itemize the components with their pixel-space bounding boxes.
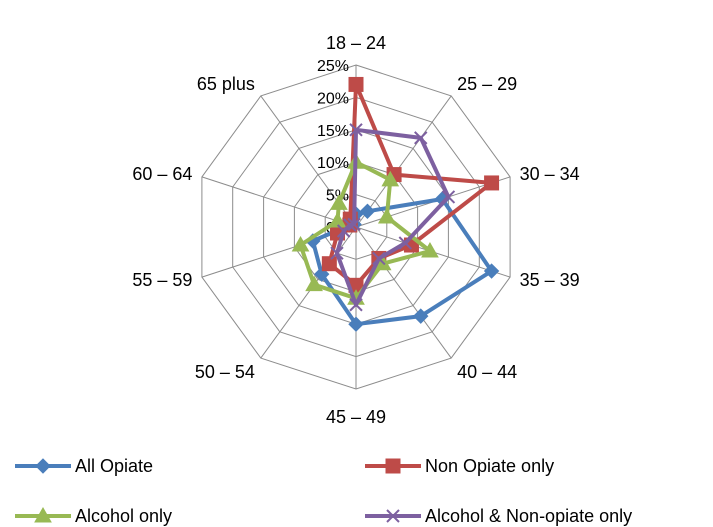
data-point	[484, 175, 500, 191]
legend-label: Alcohol & Non-opiate only	[425, 506, 632, 526]
category-label: 25 – 29	[457, 74, 517, 94]
data-point	[349, 298, 363, 312]
data-point	[347, 217, 361, 232]
data-point	[305, 275, 323, 292]
data-point	[291, 236, 310, 252]
category-label: 18 – 24	[326, 33, 386, 53]
legend-label: All Opiate	[75, 456, 153, 476]
data-point	[343, 218, 357, 232]
data-point	[483, 263, 500, 279]
legend-label: Alcohol only	[75, 506, 172, 526]
category-label: 45 – 49	[326, 407, 386, 427]
series-layer	[291, 76, 500, 332]
data-point	[359, 203, 376, 219]
tick-label: 25%	[317, 58, 349, 75]
tick-label: 20%	[317, 90, 349, 107]
spoke-4	[355, 226, 452, 359]
data-point	[421, 242, 439, 258]
category-label: 35 – 39	[520, 270, 580, 290]
data-point	[348, 76, 364, 92]
data-point	[377, 207, 396, 224]
category-label: 60 – 64	[132, 164, 192, 184]
tick-label: 10%	[317, 155, 349, 172]
data-point	[330, 246, 344, 260]
category-label: 65 plus	[197, 74, 255, 94]
category-label: 55 – 59	[132, 270, 192, 290]
data-point	[329, 194, 348, 210]
data-point	[348, 316, 364, 332]
legend-item-all-opiate: All Opiate	[15, 456, 153, 476]
legend-item-non-opiate-only: Non Opiate only	[365, 456, 554, 476]
spoke-1	[355, 95, 452, 228]
category-label: 40 – 44	[457, 362, 517, 382]
data-point	[398, 236, 413, 250]
category-label: 30 – 34	[520, 164, 580, 184]
category-label: 50 – 54	[195, 362, 255, 382]
data-point	[441, 190, 456, 204]
data-point	[321, 256, 337, 272]
tick-label: 15%	[317, 123, 349, 140]
legend-marker	[386, 509, 400, 523]
legend-marker	[34, 506, 52, 523]
legend: All Opiate Non Opiate only Alcohol only Alc…	[15, 456, 632, 526]
data-point	[414, 131, 428, 145]
legend-item-alcohol-only: Alcohol only	[15, 506, 172, 526]
legend-item-alcohol-non-opiate-only: Alcohol & Non-opiate only	[365, 506, 632, 526]
series-non-opiate-only	[321, 76, 500, 293]
data-point	[413, 308, 429, 324]
series-alcohol-non-opiate-only	[330, 123, 456, 312]
data-point	[328, 211, 347, 228]
data-point	[381, 170, 400, 187]
legend-label: Non Opiate only	[425, 456, 554, 476]
legend-marker	[35, 458, 51, 474]
data-point	[372, 251, 386, 266]
data-point	[349, 123, 363, 137]
category-labels: 18 – 24 25 – 29 30 – 34 35 – 39 40 – 44 45 – …	[132, 33, 579, 427]
legend-marker	[385, 458, 401, 474]
spoke-8	[201, 176, 357, 228]
